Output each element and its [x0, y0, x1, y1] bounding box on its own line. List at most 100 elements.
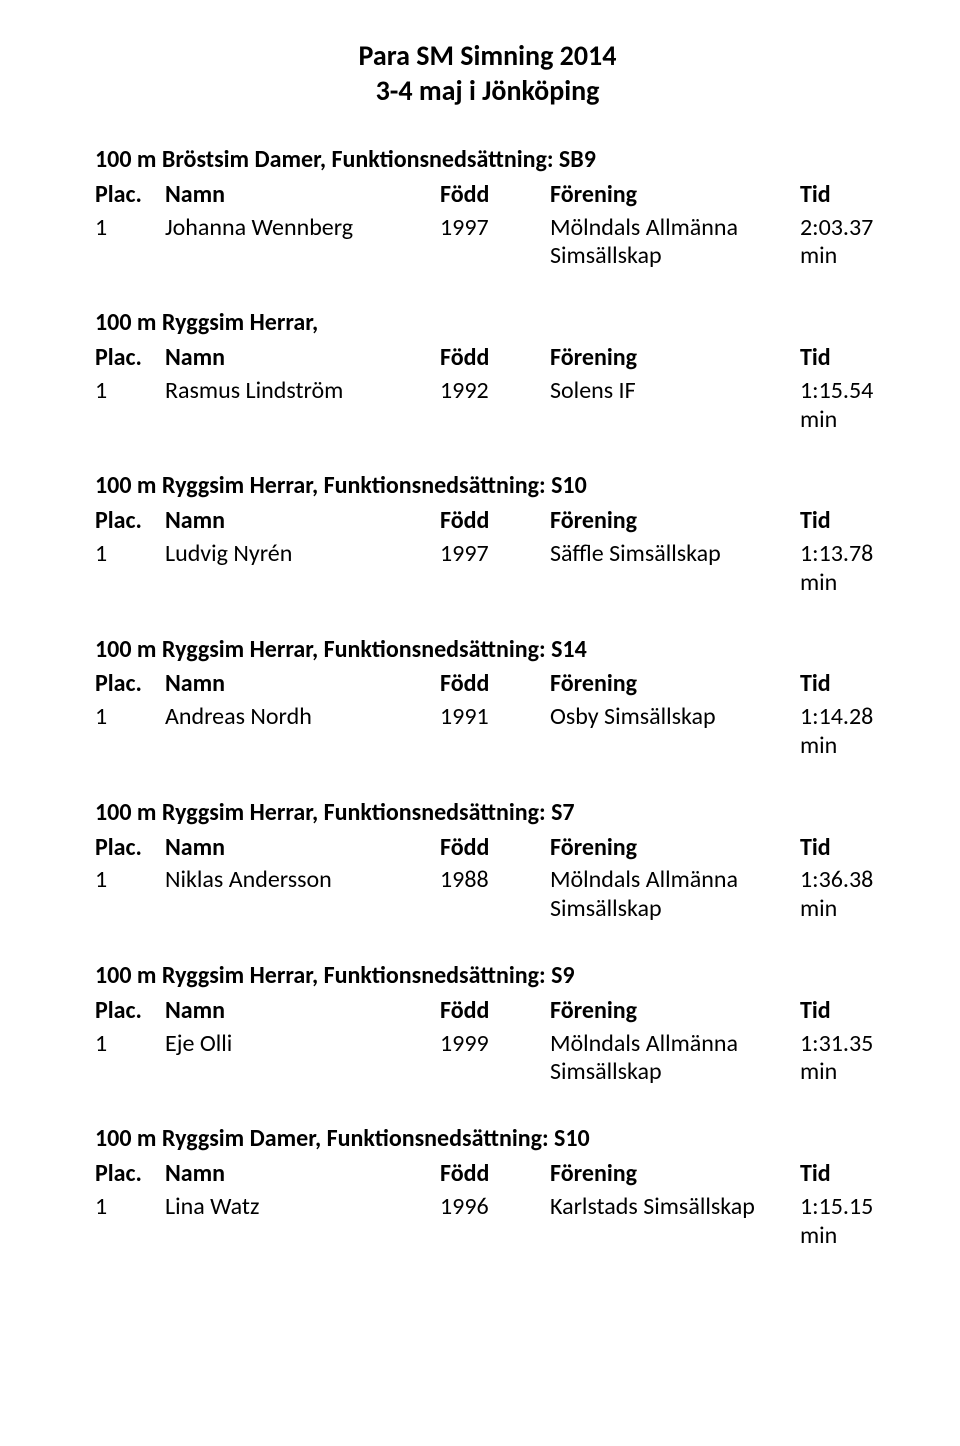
results-table: Plac.NamnFöddFöreningTid1Rasmus Lindströ… [95, 344, 880, 434]
cell-forening: Säffle Simsällskap [550, 540, 800, 598]
col-header-namn: Namn [165, 507, 440, 540]
sections-container: 100 m Bröstsim Damer, Funktionsnedsättni… [95, 146, 880, 1250]
col-header-fodd: Född [440, 181, 550, 214]
event-heading: 100 m Bröstsim Damer, Funktionsnedsättni… [95, 146, 880, 175]
table-header-row: Plac.NamnFöddFöreningTid [95, 670, 880, 703]
event-heading: 100 m Ryggsim Herrar, Funktionsnedsättni… [95, 472, 880, 501]
cell-namn: Johanna Wennberg [165, 214, 440, 272]
table-header-row: Plac.NamnFöddFöreningTid [95, 834, 880, 867]
table-row: 1Ludvig Nyrén1997Säffle Simsällskap1:13.… [95, 540, 880, 598]
col-header-namn: Namn [165, 1160, 440, 1193]
cell-tid: 1:14.28 min [800, 703, 880, 761]
cell-forening: Osby Simsällskap [550, 703, 800, 761]
results-table: Plac.NamnFöddFöreningTid1Andreas Nordh19… [95, 670, 880, 760]
table-row: 1Lina Watz1996Karlstads Simsällskap1:15.… [95, 1193, 880, 1251]
table-header-row: Plac.NamnFöddFöreningTid [95, 344, 880, 377]
cell-plac: 1 [95, 1030, 165, 1088]
col-header-forening: Förening [550, 344, 800, 377]
cell-namn: Lina Watz [165, 1193, 440, 1251]
cell-fodd: 1996 [440, 1193, 550, 1251]
event-section: 100 m Ryggsim Herrar, Funktionsnedsättni… [95, 472, 880, 597]
cell-forening: Mölndals Allmänna Simsällskap [550, 214, 800, 272]
cell-fodd: 1999 [440, 1030, 550, 1088]
table-header-row: Plac.NamnFöddFöreningTid [95, 507, 880, 540]
col-header-forening: Förening [550, 670, 800, 703]
event-section: 100 m Bröstsim Damer, Funktionsnedsättni… [95, 146, 880, 271]
col-header-tid: Tid [800, 1160, 880, 1193]
cell-plac: 1 [95, 1193, 165, 1251]
cell-namn: Rasmus Lindström [165, 377, 440, 435]
col-header-plac: Plac. [95, 507, 165, 540]
event-heading: 100 m Ryggsim Herrar, Funktionsnedsättni… [95, 799, 880, 828]
cell-tid: 1:15.54 min [800, 377, 880, 435]
col-header-tid: Tid [800, 670, 880, 703]
cell-forening: Karlstads Simsällskap [550, 1193, 800, 1251]
col-header-fodd: Född [440, 997, 550, 1030]
col-header-tid: Tid [800, 181, 880, 214]
cell-fodd: 1997 [440, 540, 550, 598]
event-section: 100 m Ryggsim Herrar, Funktionsnedsättni… [95, 962, 880, 1087]
cell-plac: 1 [95, 214, 165, 272]
table-row: 1Rasmus Lindström1992Solens IF1:15.54 mi… [95, 377, 880, 435]
col-header-namn: Namn [165, 834, 440, 867]
cell-namn: Niklas Andersson [165, 866, 440, 924]
col-header-forening: Förening [550, 834, 800, 867]
event-heading: 100 m Ryggsim Herrar, Funktionsnedsättni… [95, 962, 880, 991]
col-header-plac: Plac. [95, 181, 165, 214]
cell-forening: Solens IF [550, 377, 800, 435]
event-heading: 100 m Ryggsim Herrar, [95, 309, 880, 338]
table-row: 1Eje Olli1999Mölndals Allmänna Simsällsk… [95, 1030, 880, 1088]
col-header-namn: Namn [165, 344, 440, 377]
col-header-fodd: Född [440, 670, 550, 703]
results-table: Plac.NamnFöddFöreningTid1Ludvig Nyrén199… [95, 507, 880, 597]
table-row: 1Niklas Andersson1988Mölndals Allmänna S… [95, 866, 880, 924]
cell-plac: 1 [95, 866, 165, 924]
col-header-tid: Tid [800, 834, 880, 867]
col-header-fodd: Född [440, 507, 550, 540]
col-header-namn: Namn [165, 181, 440, 214]
results-table: Plac.NamnFöddFöreningTid1Niklas Andersso… [95, 834, 880, 924]
cell-fodd: 1991 [440, 703, 550, 761]
cell-tid: 1:15.15 min [800, 1193, 880, 1251]
cell-tid: 1:31.35 min [800, 1030, 880, 1088]
col-header-tid: Tid [800, 997, 880, 1030]
col-header-namn: Namn [165, 997, 440, 1030]
title-line-2: 3-4 maj i Jönköping [95, 73, 880, 108]
col-header-forening: Förening [550, 507, 800, 540]
cell-plac: 1 [95, 703, 165, 761]
table-header-row: Plac.NamnFöddFöreningTid [95, 1160, 880, 1193]
cell-fodd: 1992 [440, 377, 550, 435]
table-row: 1Johanna Wennberg1997Mölndals Allmänna S… [95, 214, 880, 272]
cell-namn: Eje Olli [165, 1030, 440, 1088]
col-header-plac: Plac. [95, 834, 165, 867]
event-heading: 100 m Ryggsim Herrar, Funktionsnedsättni… [95, 636, 880, 665]
title-line-1: Para SM Simning 2014 [95, 38, 880, 73]
table-row: 1Andreas Nordh1991Osby Simsällskap1:14.2… [95, 703, 880, 761]
cell-tid: 1:13.78 min [800, 540, 880, 598]
results-table: Plac.NamnFöddFöreningTid1Eje Olli1999Möl… [95, 997, 880, 1087]
event-section: 100 m Ryggsim Damer, Funktionsnedsättnin… [95, 1125, 880, 1250]
col-header-namn: Namn [165, 670, 440, 703]
col-header-tid: Tid [800, 344, 880, 377]
event-heading: 100 m Ryggsim Damer, Funktionsnedsättnin… [95, 1125, 880, 1154]
event-section: 100 m Ryggsim Herrar, Funktionsnedsättni… [95, 636, 880, 761]
event-section: 100 m Ryggsim Herrar, Plac.NamnFöddFöreni… [95, 309, 880, 434]
cell-plac: 1 [95, 377, 165, 435]
col-header-forening: Förening [550, 181, 800, 214]
col-header-forening: Förening [550, 997, 800, 1030]
table-header-row: Plac.NamnFöddFöreningTid [95, 181, 880, 214]
col-header-tid: Tid [800, 507, 880, 540]
event-section: 100 m Ryggsim Herrar, Funktionsnedsättni… [95, 799, 880, 924]
col-header-plac: Plac. [95, 997, 165, 1030]
col-header-fodd: Född [440, 834, 550, 867]
col-header-forening: Förening [550, 1160, 800, 1193]
document-title-block: Para SM Simning 2014 3-4 maj i Jönköping [95, 38, 880, 108]
results-table: Plac.NamnFöddFöreningTid1Johanna Wennber… [95, 181, 880, 271]
cell-fodd: 1997 [440, 214, 550, 272]
col-header-fodd: Född [440, 1160, 550, 1193]
cell-namn: Ludvig Nyrén [165, 540, 440, 598]
cell-fodd: 1988 [440, 866, 550, 924]
cell-tid: 1:36.38 min [800, 866, 880, 924]
cell-forening: Mölndals Allmänna Simsällskap [550, 866, 800, 924]
col-header-plac: Plac. [95, 344, 165, 377]
